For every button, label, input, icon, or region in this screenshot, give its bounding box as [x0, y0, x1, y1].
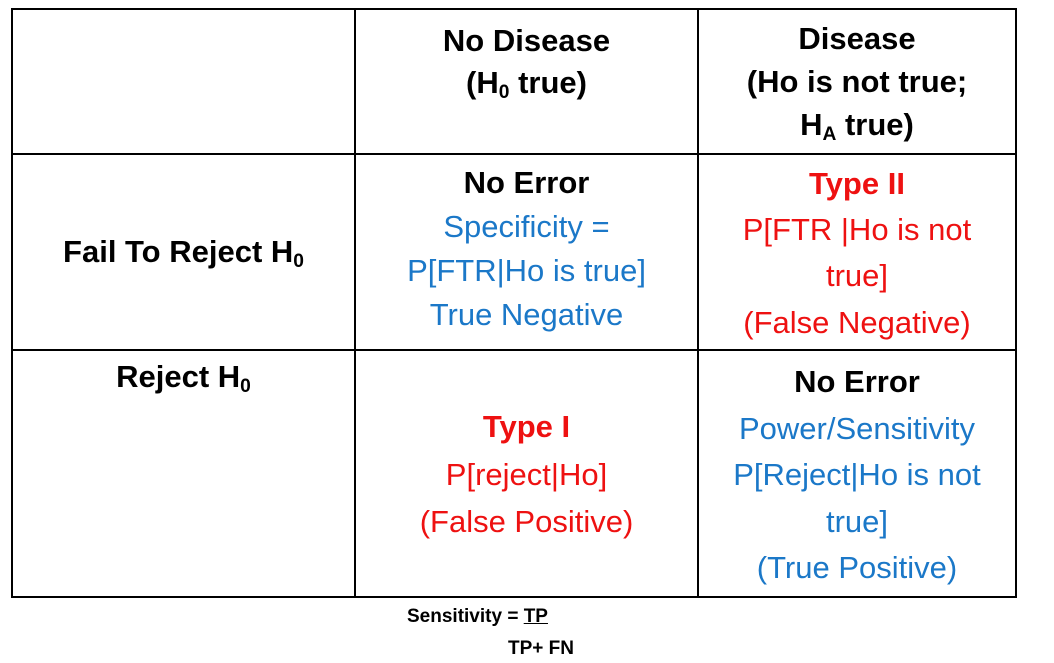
power-prob-line2: true] — [825, 503, 889, 539]
sensitivity-formula-top: Sensitivity = TP — [407, 606, 548, 628]
header-no-disease: No Disease (H0 true) — [356, 10, 699, 155]
empty-corner-cell — [13, 10, 356, 155]
specificity-line2: P[FTR|Ho is true] — [407, 253, 646, 289]
cell-fail-no-disease: No Error Specificity = P[FTR|Ho is true]… — [356, 155, 699, 351]
header-no-disease-subtitle: (H0 true) — [466, 65, 587, 103]
true-positive-label: (True Positive) — [756, 550, 958, 585]
type-ii-prob-line2: true] — [825, 258, 889, 294]
cell-reject-disease: No Error Power/Sensitivity P[Reject|Ho i… — [699, 351, 1015, 596]
specificity-line1: Specificity = — [443, 209, 610, 245]
row-label-fail-to-reject-text: Fail To Reject H0 — [63, 234, 304, 272]
formula-lhs: Sensitivity = — [407, 606, 524, 627]
power-sensitivity-label: Power/Sensitivity — [738, 410, 976, 446]
no-error-title: No Error — [463, 165, 590, 200]
formula-denominator: TP+ FN — [508, 638, 574, 659]
sensitivity-formula: Sensitivity = TP TP+ FN — [407, 606, 574, 659]
type-i-title: Type I — [482, 409, 571, 444]
row-label-fail-to-reject: Fail To Reject H0 — [13, 155, 356, 351]
type-ii-prob-line1: P[FTR |Ho is not — [742, 212, 972, 248]
type-ii-title: Type II — [809, 166, 905, 201]
power-prob-line1: P[Reject|Ho is not — [733, 457, 981, 492]
header-disease: Disease (Ho is not true; HA true) — [699, 10, 1015, 155]
header-disease-line3: HA true) — [800, 106, 914, 145]
row-label-reject-text: Reject H0 — [116, 359, 251, 397]
false-negative-label: (False Negative) — [743, 304, 971, 340]
header-no-disease-title: No Disease — [442, 23, 611, 58]
row-label-reject: Reject H0 — [13, 351, 356, 596]
cell-reject-no-disease: Type I P[reject|Ho] (False Positive) — [356, 351, 699, 596]
no-error-title-2: No Error — [794, 364, 920, 399]
cell-fail-disease: Type II P[FTR |Ho is not true] (False Ne… — [699, 155, 1015, 351]
header-disease-line2: (Ho is not true; — [746, 63, 968, 99]
false-positive-label: (False Positive) — [419, 504, 634, 540]
hypothesis-test-table: No Disease (H0 true) Disease (Ho is not … — [11, 8, 1017, 598]
formula-numerator: TP — [523, 606, 548, 627]
type-i-prob: P[reject|Ho] — [445, 456, 608, 492]
true-negative-label: True Negative — [429, 297, 624, 333]
header-disease-title: Disease — [798, 21, 916, 56]
